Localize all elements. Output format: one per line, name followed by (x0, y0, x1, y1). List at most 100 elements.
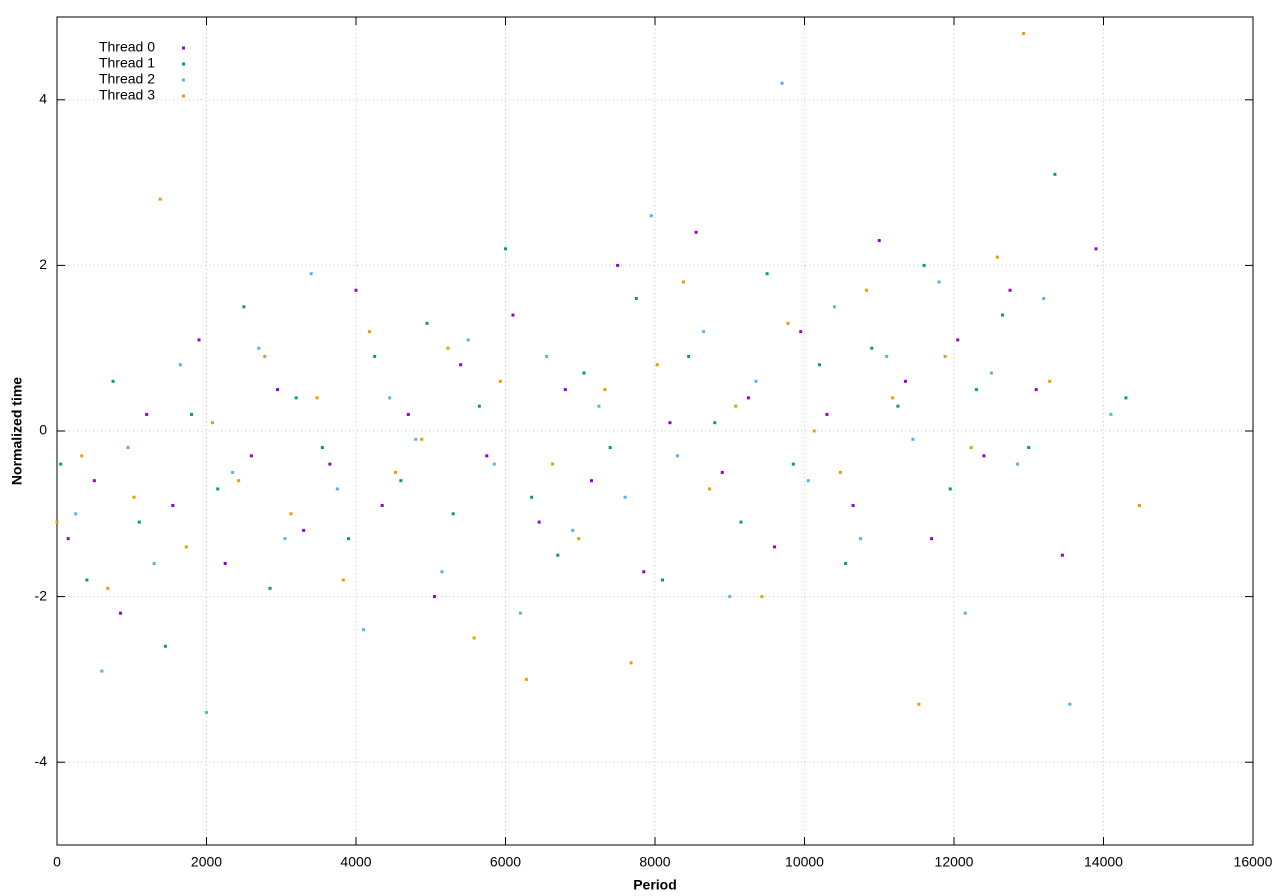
legend-marker (182, 62, 185, 66)
point (459, 363, 463, 367)
point (817, 363, 821, 367)
point (210, 421, 214, 425)
point (851, 504, 855, 508)
point (205, 711, 208, 715)
point (440, 570, 444, 574)
point (956, 338, 960, 342)
point (309, 272, 313, 276)
point (171, 504, 175, 508)
point (335, 487, 339, 491)
point (237, 479, 241, 483)
point (74, 512, 78, 516)
point (982, 454, 986, 458)
point (466, 338, 470, 342)
point (1094, 247, 1098, 251)
point (373, 354, 377, 358)
point (556, 553, 560, 557)
point (634, 297, 638, 301)
point (694, 230, 698, 234)
point (380, 504, 384, 508)
point (629, 661, 633, 665)
legend-label: Thread 1 (99, 55, 155, 71)
point (85, 578, 89, 582)
point (451, 512, 455, 516)
point (354, 288, 358, 292)
point (190, 412, 194, 416)
point (283, 537, 287, 541)
point (498, 379, 502, 383)
legend-label: Thread 0 (99, 39, 155, 55)
point (492, 462, 496, 466)
point (937, 280, 941, 284)
point (388, 396, 392, 400)
point (472, 636, 476, 640)
point (216, 487, 220, 491)
point (922, 263, 926, 267)
point (242, 305, 246, 309)
point (511, 313, 515, 317)
plot-frame (56, 16, 1254, 846)
point (1027, 446, 1031, 450)
point (294, 396, 298, 400)
point (328, 462, 332, 466)
point (713, 421, 717, 425)
point (100, 669, 104, 673)
point (1034, 388, 1038, 392)
point (571, 528, 575, 532)
point (675, 454, 679, 458)
x-tick-label: 10000 (785, 854, 824, 870)
point (320, 446, 324, 450)
point (603, 388, 607, 392)
y-tick-label: 2 (39, 256, 47, 272)
point (414, 437, 418, 441)
point (948, 487, 952, 491)
point (1016, 462, 1020, 466)
point (545, 354, 549, 358)
x-tick-label: 16000 (1234, 854, 1273, 870)
point (930, 537, 934, 541)
point (1109, 412, 1113, 416)
point (276, 388, 280, 392)
point (708, 487, 712, 491)
point (361, 628, 365, 632)
point (589, 479, 593, 483)
point (812, 429, 816, 433)
point (765, 272, 769, 276)
point (943, 354, 947, 358)
point (969, 446, 973, 450)
point (446, 346, 450, 350)
point (394, 470, 398, 474)
point (249, 454, 253, 458)
x-tick-label: 6000 (490, 854, 521, 870)
point (655, 363, 659, 367)
point (477, 404, 481, 408)
point (231, 470, 235, 474)
point (623, 495, 627, 499)
point (832, 305, 836, 309)
point (746, 396, 750, 400)
point (1042, 297, 1046, 301)
point (504, 247, 507, 251)
point (1022, 32, 1026, 36)
point (184, 545, 188, 549)
point (838, 470, 842, 474)
point (399, 479, 403, 483)
point (911, 437, 915, 441)
point (341, 578, 345, 582)
point (263, 354, 267, 358)
point (577, 537, 581, 541)
point (163, 644, 167, 648)
point (885, 354, 889, 358)
point (126, 446, 130, 450)
point (877, 239, 881, 243)
legend-label: Thread 2 (99, 71, 155, 87)
point (80, 454, 84, 458)
point (739, 520, 743, 524)
point (1124, 396, 1128, 400)
point (563, 388, 567, 392)
point (891, 396, 895, 400)
point (773, 545, 777, 549)
y-tick-label: -2 (35, 587, 48, 603)
legend-marker (182, 46, 185, 50)
point (754, 379, 758, 383)
